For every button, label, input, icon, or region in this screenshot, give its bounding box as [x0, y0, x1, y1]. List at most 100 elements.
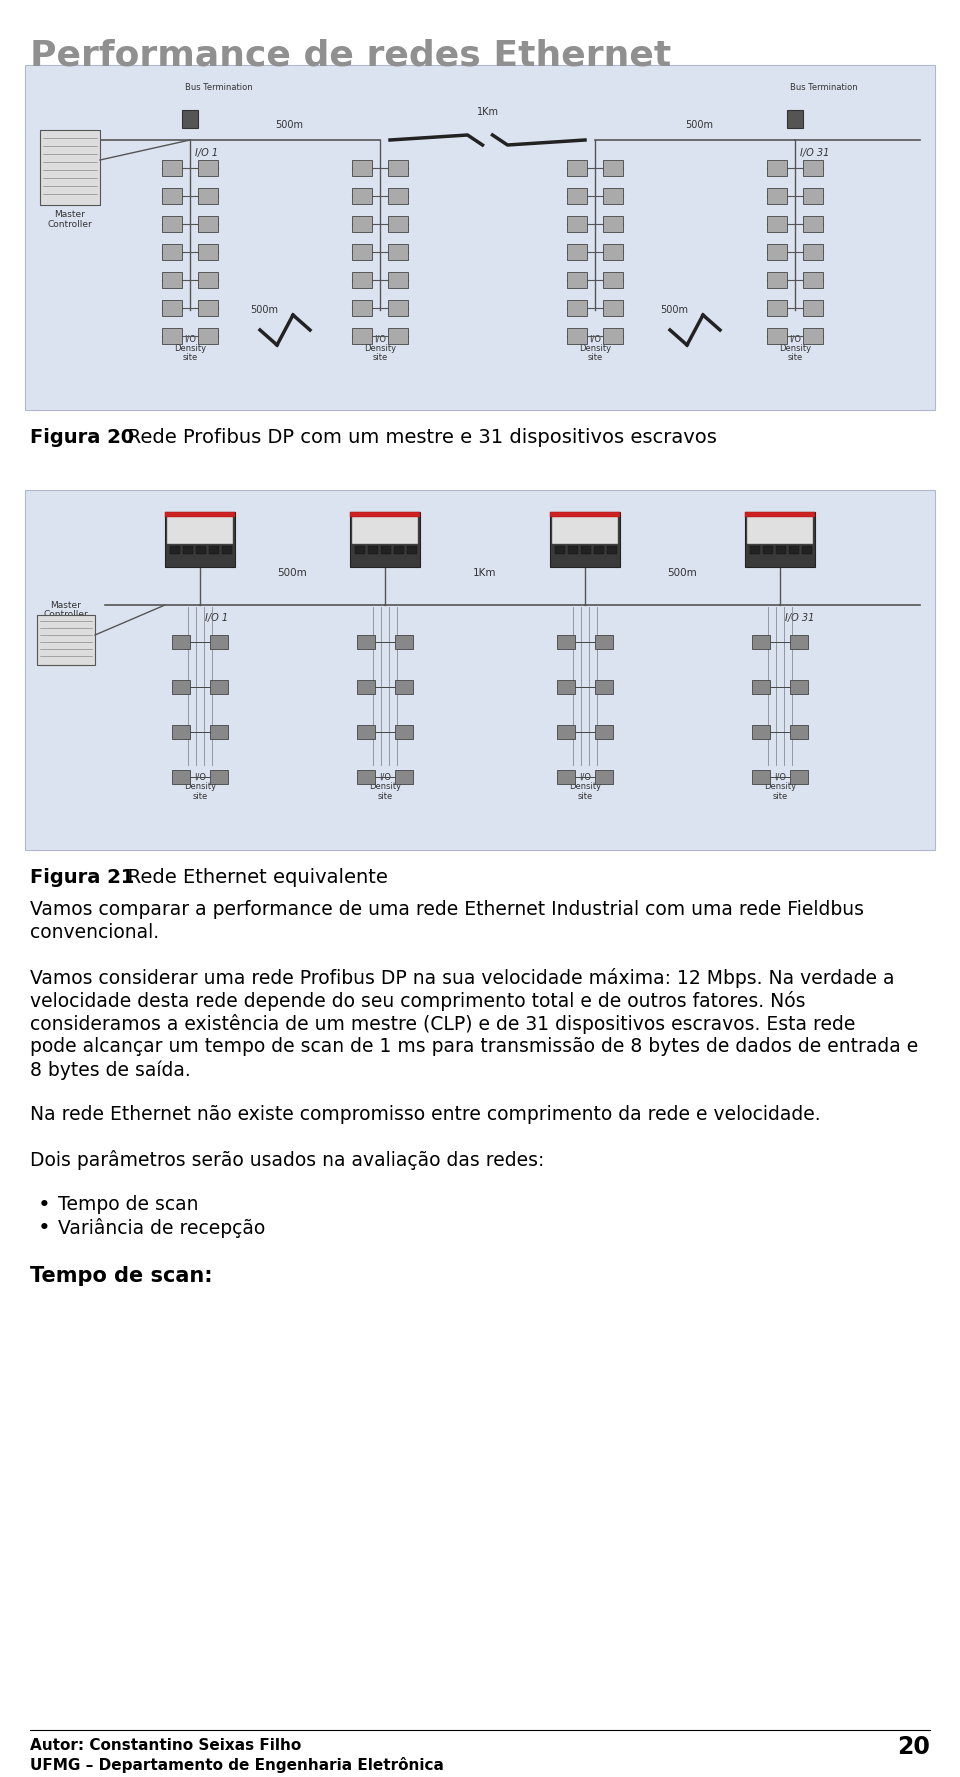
- Bar: [607, 546, 617, 554]
- Text: I/O: I/O: [379, 771, 391, 782]
- Text: HIRSCHMANN: HIRSCHMANN: [758, 519, 802, 522]
- Bar: [172, 769, 190, 784]
- Text: Master: Master: [55, 210, 85, 219]
- Text: I/O: I/O: [184, 336, 196, 345]
- Bar: [350, 512, 420, 567]
- Bar: [581, 546, 591, 554]
- Bar: [196, 546, 206, 554]
- Bar: [357, 681, 375, 695]
- Bar: [603, 300, 623, 316]
- Bar: [552, 514, 618, 544]
- Text: Figura 20: Figura 20: [30, 428, 134, 448]
- Bar: [557, 634, 575, 649]
- Bar: [395, 725, 413, 739]
- Bar: [567, 188, 587, 204]
- Text: UFMG – Departamento de Engenharia Eletrônica: UFMG – Departamento de Engenharia Eletrô…: [30, 1757, 444, 1773]
- Bar: [210, 725, 228, 739]
- Bar: [767, 329, 787, 345]
- Text: Controller: Controller: [43, 610, 88, 618]
- Text: 500m: 500m: [685, 121, 713, 130]
- Bar: [802, 546, 812, 554]
- Text: 500m: 500m: [660, 306, 688, 315]
- Text: I/O 1: I/O 1: [205, 613, 228, 624]
- Bar: [352, 243, 372, 259]
- Bar: [603, 160, 623, 176]
- Bar: [162, 188, 182, 204]
- Text: site: site: [588, 354, 603, 363]
- Bar: [162, 217, 182, 233]
- Text: Density: Density: [184, 782, 216, 791]
- Text: convencional.: convencional.: [30, 922, 159, 942]
- Text: Density: Density: [579, 345, 612, 354]
- Bar: [745, 512, 815, 567]
- Bar: [395, 634, 413, 649]
- Bar: [388, 300, 408, 316]
- Bar: [357, 634, 375, 649]
- Text: site: site: [787, 354, 803, 363]
- Bar: [162, 272, 182, 288]
- Bar: [167, 514, 233, 544]
- Bar: [352, 217, 372, 233]
- Bar: [603, 188, 623, 204]
- Bar: [603, 243, 623, 259]
- Text: site: site: [377, 793, 393, 801]
- Text: 500m: 500m: [277, 569, 307, 578]
- Bar: [567, 217, 587, 233]
- Text: I/O: I/O: [194, 771, 206, 782]
- Bar: [172, 634, 190, 649]
- Bar: [355, 546, 365, 554]
- Text: 10/100 SWITCH: 10/100 SWITCH: [563, 526, 608, 531]
- Text: Na rede Ethernet não existe compromisso entre comprimento da rede e velocidade.: Na rede Ethernet não existe compromisso …: [30, 1105, 821, 1125]
- Bar: [388, 188, 408, 204]
- Bar: [388, 160, 408, 176]
- Text: 1Km: 1Km: [473, 569, 496, 578]
- Bar: [752, 634, 770, 649]
- Text: 20: 20: [898, 1734, 930, 1759]
- Bar: [352, 300, 372, 316]
- Text: Density: Density: [764, 782, 796, 791]
- Text: HIRSCHMANN: HIRSCHMANN: [364, 519, 406, 522]
- Bar: [567, 300, 587, 316]
- Bar: [209, 546, 219, 554]
- Bar: [352, 514, 418, 544]
- Bar: [752, 769, 770, 784]
- Text: 500m: 500m: [667, 569, 697, 578]
- Bar: [789, 546, 799, 554]
- Text: Controller: Controller: [48, 220, 92, 229]
- Text: site: site: [192, 793, 207, 801]
- Text: Density: Density: [569, 782, 601, 791]
- Text: Autor: Constantino Seixas Filho: Autor: Constantino Seixas Filho: [30, 1738, 301, 1752]
- Bar: [567, 160, 587, 176]
- Text: Variância de recepção: Variância de recepção: [58, 1217, 265, 1239]
- Bar: [352, 329, 372, 345]
- Bar: [388, 217, 408, 233]
- Bar: [25, 490, 935, 849]
- Bar: [388, 329, 408, 345]
- Bar: [210, 769, 228, 784]
- Text: velocidade desta rede depende do seu comprimento total e de outros fatores. Nós: velocidade desta rede depende do seu com…: [30, 992, 805, 1011]
- Bar: [803, 160, 823, 176]
- Text: Bus Termination: Bus Termination: [790, 84, 857, 92]
- Bar: [381, 546, 391, 554]
- Text: HIRSCHMANN: HIRSCHMANN: [179, 519, 221, 522]
- Bar: [407, 546, 417, 554]
- Bar: [388, 243, 408, 259]
- Bar: [803, 272, 823, 288]
- Bar: [745, 512, 815, 517]
- Bar: [603, 272, 623, 288]
- Text: I/O: I/O: [579, 771, 591, 782]
- Bar: [162, 300, 182, 316]
- Text: I/O 31: I/O 31: [785, 613, 814, 624]
- Bar: [198, 217, 218, 233]
- Text: Bus Termination: Bus Termination: [185, 84, 252, 92]
- Bar: [182, 110, 198, 128]
- Bar: [162, 243, 182, 259]
- Bar: [750, 546, 760, 554]
- Text: 8 bytes de saída.: 8 bytes de saída.: [30, 1061, 191, 1079]
- Bar: [198, 160, 218, 176]
- Text: •: •: [38, 1217, 51, 1239]
- Bar: [210, 634, 228, 649]
- Bar: [763, 546, 773, 554]
- Text: site: site: [773, 793, 787, 801]
- Text: site: site: [577, 793, 592, 801]
